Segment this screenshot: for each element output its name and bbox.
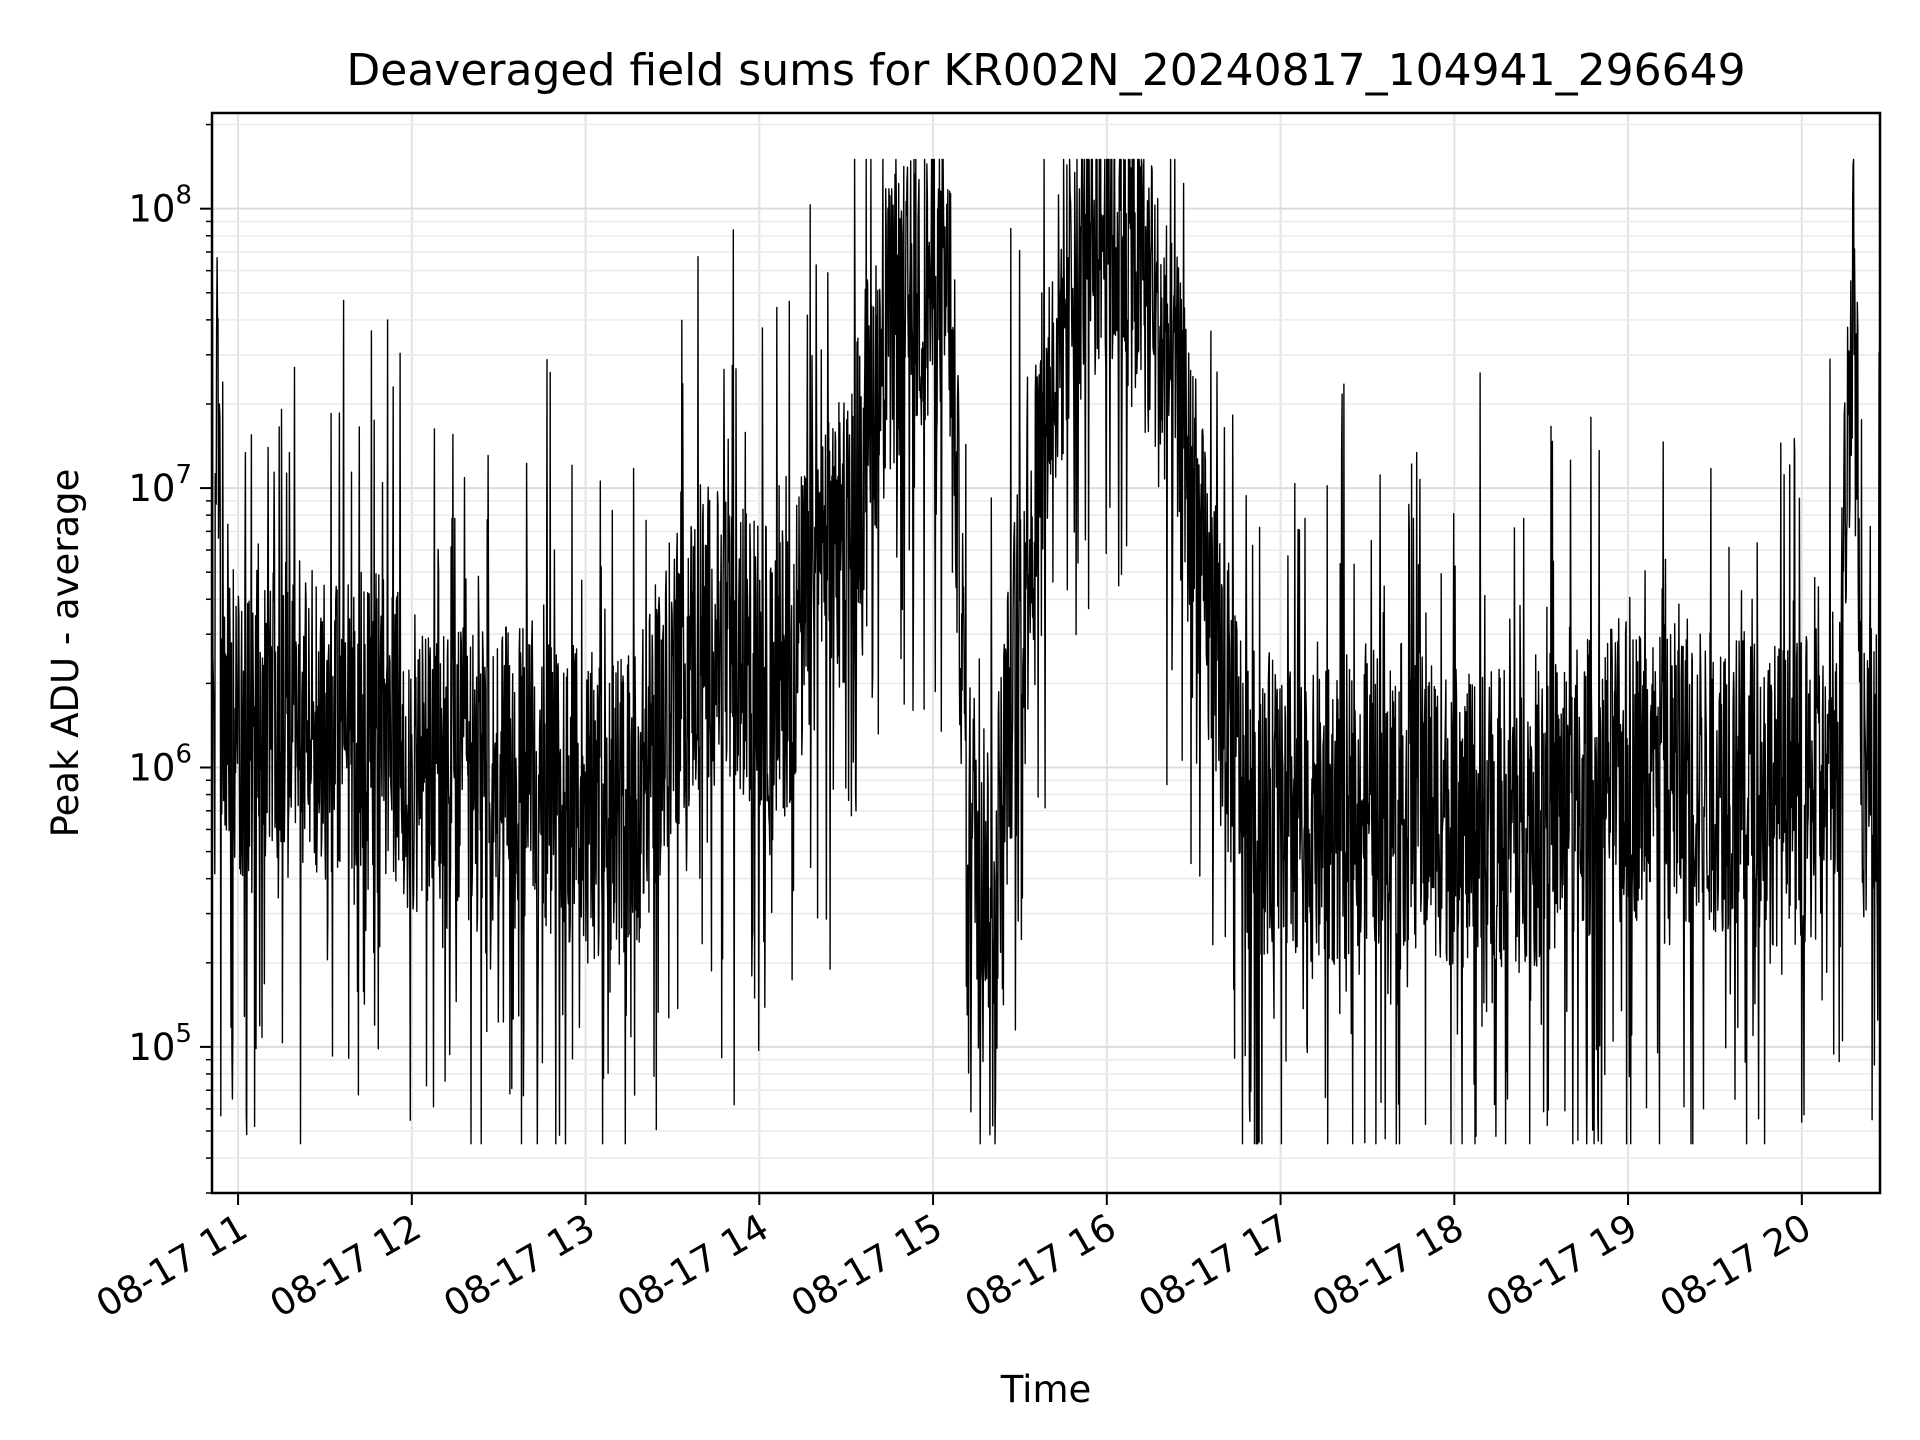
data-line-layer: [212, 158, 1880, 1145]
y-tick-label: 107: [128, 460, 192, 510]
x-axis-label: Time: [1000, 1368, 1092, 1411]
series-line: [212, 158, 1880, 1145]
plot-frame: [210, 111, 1882, 1195]
y-axis-label: Peak ADU - average: [44, 469, 87, 838]
y-tick-label: 105: [128, 1019, 192, 1069]
chart-title: Deaveraged field sums for KR002N_2024081…: [346, 45, 1745, 96]
y-axis: 105 106 107 108: [128, 123, 212, 1194]
y-tick-label: 108: [128, 181, 192, 231]
y-tick-label: 106: [128, 739, 192, 789]
